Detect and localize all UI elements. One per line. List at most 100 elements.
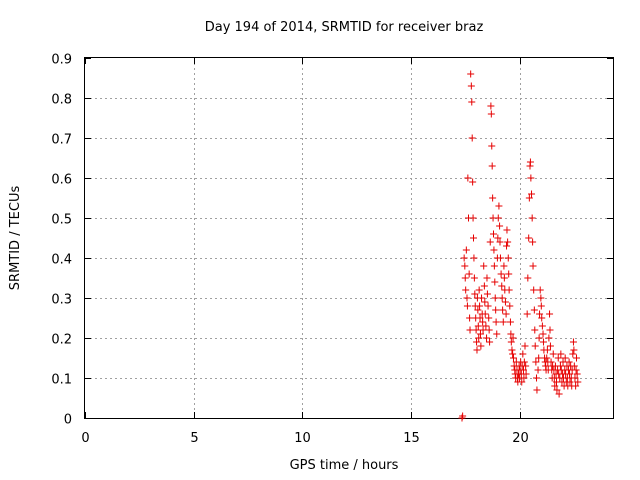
data-point [493,330,501,338]
data-point [470,234,478,242]
data-point [470,254,478,262]
data-point [460,254,468,262]
data-point [495,202,503,210]
data-point [503,226,511,234]
data-point [571,374,579,382]
data-point [500,274,508,282]
data-point [569,350,577,358]
data-point [486,238,494,246]
data-point [529,262,537,270]
x-tick-label: 0 [81,431,89,446]
data-point [462,246,470,254]
data-point [536,310,544,318]
data-point [519,350,527,358]
data-point [503,242,511,250]
data-point [479,318,487,326]
data-point [537,302,545,310]
x-tick-label: 10 [294,431,311,446]
data-point [500,262,508,270]
data-point [467,70,475,78]
data-point [491,278,499,286]
data-point [504,254,512,262]
data-point [537,294,545,302]
data-point [536,286,544,294]
data-point [545,334,553,342]
data-point [522,362,530,370]
data-point [573,370,581,378]
data-point [496,238,504,246]
data-point [535,334,543,342]
data-point [528,190,536,198]
data-point [476,314,484,322]
plot-area-border [84,57,614,419]
data-point [547,358,555,366]
data-point [504,238,512,246]
y-tick-label: 0.1 [51,373,72,388]
data-point [538,322,546,330]
data-point [483,274,491,282]
data-point [572,354,580,362]
data-point [474,322,482,330]
data-point [468,134,476,142]
data-point [555,390,563,398]
y-tick-label: 0.7 [51,133,72,148]
data-point [499,306,507,314]
data-point [566,370,574,378]
data-point [473,338,481,346]
data-point [531,342,539,350]
data-point [507,338,515,346]
data-point [524,274,532,282]
x-tick-label: 15 [403,431,420,446]
data-point [498,294,506,302]
data-point [546,310,554,318]
y-tick-label: 0.4 [51,253,72,268]
data-point [520,358,528,366]
data-point [539,338,547,346]
data-point [466,326,474,334]
data-point [505,270,513,278]
data-point [492,318,500,326]
data-point [559,358,567,366]
data-point [566,378,574,386]
data-point [526,158,534,166]
data-point [530,306,538,314]
y-axis-label: SRMTID / TECUs [8,186,23,291]
data-point [543,346,551,354]
data-point [476,302,484,310]
y-tick-label: 0.8 [51,93,72,108]
y-tick-label: 0.9 [51,53,72,68]
y-tick-label: 0.3 [51,293,72,308]
data-point [490,262,498,270]
data-point [534,366,542,374]
data-point [525,194,533,202]
data-point [480,262,488,270]
data-point [469,214,477,222]
data-point [492,306,500,314]
data-point [543,354,551,362]
data-point [498,282,506,290]
data-point [479,326,487,334]
data-point [572,366,580,374]
data-point [496,254,504,262]
data-point [533,386,541,394]
data-point [486,338,494,346]
data-point [468,98,476,106]
data-point [481,298,489,306]
x-tick-label: 5 [190,431,198,446]
data-point [485,314,493,322]
data-point [464,174,472,182]
data-point [519,366,527,374]
data-point [472,326,480,334]
data-point [483,334,491,342]
data-point [477,342,485,350]
data-point [482,322,490,330]
data-point [475,334,483,342]
data-point [465,270,473,278]
data-point [471,290,479,298]
data-point [525,234,533,242]
data-point [522,370,530,378]
data-point [488,142,496,150]
data-point [473,346,481,354]
data-point [538,314,546,322]
